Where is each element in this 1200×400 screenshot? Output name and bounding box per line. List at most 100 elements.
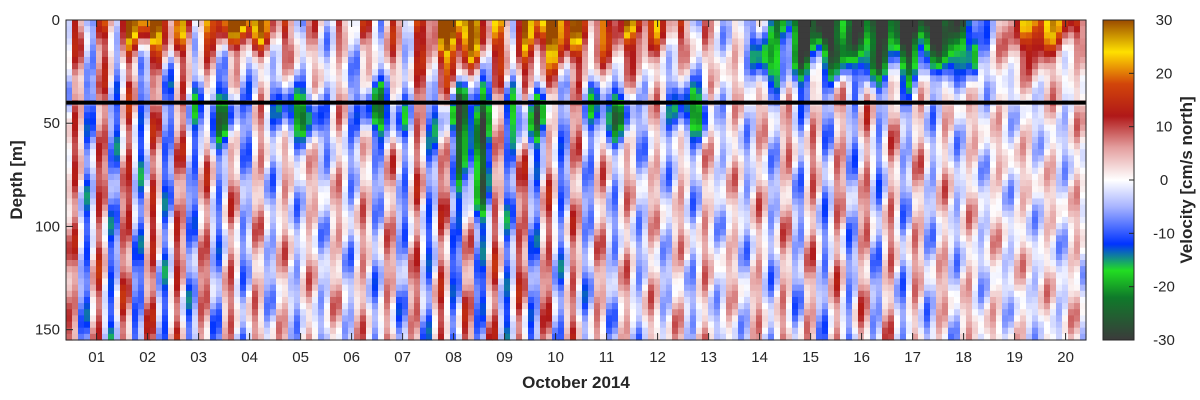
heatmap-cell [222, 204, 229, 212]
heatmap-cell [198, 130, 205, 138]
heatmap-cell [426, 155, 433, 163]
heatmap-cell [156, 198, 163, 206]
heatmap-cell [198, 315, 205, 323]
heatmap-cell [288, 204, 295, 212]
heatmap-cell [564, 143, 571, 150]
heatmap-cell [504, 149, 511, 156]
heatmap-cell [492, 44, 499, 52]
heatmap-cell [624, 303, 631, 310]
heatmap-cell [606, 186, 613, 193]
heatmap-cell [96, 161, 103, 169]
heatmap-cell [498, 296, 505, 304]
heatmap-cell [360, 186, 367, 193]
heatmap-cell [306, 56, 313, 64]
heatmap-cell [366, 296, 373, 304]
heatmap-cell [420, 44, 427, 52]
heatmap-cell [336, 112, 343, 120]
heatmap-cell [150, 56, 157, 64]
heatmap-cell [372, 204, 379, 212]
heatmap-cell [354, 266, 361, 273]
heatmap-cell [498, 149, 505, 156]
heatmap-cell [216, 303, 223, 310]
heatmap-cell [156, 247, 163, 255]
heatmap-cell [204, 216, 211, 224]
heatmap-cell [126, 303, 133, 310]
heatmap-cell [564, 278, 571, 286]
heatmap-cell [540, 309, 547, 316]
heatmap-cell [366, 87, 373, 95]
heatmap-cell [276, 155, 283, 163]
heatmap-cell [468, 192, 475, 200]
heatmap-cell [564, 167, 571, 175]
heatmap-cell [336, 106, 343, 113]
heatmap-cell [606, 327, 613, 335]
heatmap-cell [144, 235, 151, 243]
heatmap-cell [498, 56, 505, 64]
heatmap-cell [144, 118, 151, 126]
heatmap-cell [402, 50, 409, 58]
heatmap-cell [156, 124, 163, 132]
heatmap-cell [72, 155, 79, 163]
heatmap-cell [558, 44, 565, 52]
heatmap-cell [474, 81, 481, 89]
heatmap-cell [558, 20, 565, 27]
heatmap-cell [504, 229, 511, 236]
heatmap-cell [510, 216, 517, 224]
heatmap-cell [72, 186, 79, 193]
heatmap-cell [558, 93, 565, 101]
heatmap-cell [552, 303, 559, 310]
heatmap-cell [66, 112, 73, 120]
heatmap-cell [270, 149, 277, 156]
heatmap-cell [360, 136, 367, 144]
heatmap-cell [612, 223, 619, 230]
heatmap-cell [456, 173, 463, 181]
heatmap-cell [444, 321, 451, 329]
heatmap-cell [210, 278, 217, 286]
heatmap-cell [312, 216, 319, 224]
heatmap-cell [228, 44, 235, 52]
heatmap-cell [216, 253, 223, 261]
heatmap-cell [132, 155, 139, 163]
heatmap-cell [180, 56, 187, 64]
heatmap-cell [210, 69, 217, 76]
heatmap-cell [108, 149, 115, 156]
heatmap-cell [318, 315, 325, 323]
heatmap-cell [156, 284, 163, 292]
heatmap-cell [294, 130, 301, 138]
heatmap-cell [516, 155, 523, 163]
heatmap-cell [180, 112, 187, 120]
heatmap-cell [618, 56, 625, 64]
heatmap-cell [552, 315, 559, 323]
heatmap-cell [324, 93, 331, 101]
heatmap-cell [504, 136, 511, 144]
heatmap-cell [138, 278, 145, 286]
heatmap-cell [132, 149, 139, 156]
heatmap-cell [252, 155, 259, 163]
heatmap-cell [636, 321, 643, 329]
heatmap-cell [600, 69, 607, 76]
heatmap-cell [402, 272, 409, 280]
heatmap-cell [72, 161, 79, 169]
heatmap-cell [498, 309, 505, 316]
heatmap-cell [564, 63, 571, 70]
heatmap-cell [594, 20, 601, 27]
heatmap-cell [378, 278, 385, 286]
heatmap-cell [270, 333, 277, 341]
heatmap-cell [498, 93, 505, 101]
heatmap-cell [342, 149, 349, 156]
heatmap-cell [606, 143, 613, 150]
heatmap-cell [630, 204, 637, 212]
heatmap-cell [444, 296, 451, 304]
heatmap-cell [624, 56, 631, 64]
heatmap-cell [108, 130, 115, 138]
heatmap-cell [510, 50, 517, 58]
heatmap-cell [336, 26, 343, 33]
heatmap-cell [480, 204, 487, 212]
heatmap-cell [486, 155, 493, 163]
heatmap-cell [126, 260, 133, 267]
heatmap-cell [174, 32, 181, 40]
heatmap-cell [534, 136, 541, 144]
heatmap-cell [546, 93, 553, 101]
heatmap-cell [612, 81, 619, 89]
heatmap-cell [306, 38, 313, 46]
